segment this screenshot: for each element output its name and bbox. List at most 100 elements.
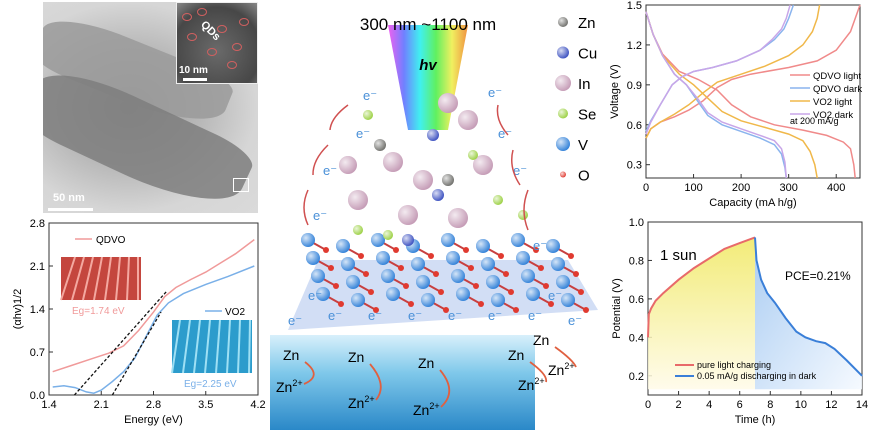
electron-label: e⁻ xyxy=(568,313,582,328)
o-atom xyxy=(578,289,584,295)
vo2-nanowire xyxy=(171,319,181,374)
discharge-curve xyxy=(645,11,818,179)
o-atom xyxy=(398,265,404,271)
qds-label: QDs xyxy=(198,18,223,44)
atom-highlight xyxy=(558,108,568,119)
y-tick-label: 1.2 xyxy=(627,40,642,52)
y-tick-label: 0.3 xyxy=(627,160,642,172)
electron-transfer-arrow xyxy=(303,189,309,226)
electron-label: e⁻ xyxy=(356,126,370,141)
legend-zn-label: Zn xyxy=(578,15,596,32)
electrolyte xyxy=(270,335,535,430)
atom-highlight xyxy=(516,251,530,265)
y-tick-label: 0.0 xyxy=(30,390,45,402)
y-tick-label: 2.1 xyxy=(30,261,45,273)
zn-label: Zn xyxy=(348,349,364,365)
electron-label: e⁻ xyxy=(488,85,502,100)
o-atom xyxy=(463,247,469,253)
y-tick-label: 0.6 xyxy=(629,294,644,306)
x-tick-label: 8 xyxy=(767,399,773,411)
o-atom xyxy=(393,247,399,253)
o-atom xyxy=(543,283,549,289)
atom-highlight xyxy=(441,233,455,247)
o-atom xyxy=(513,307,519,313)
atom-highlight xyxy=(353,225,363,235)
y-tick-label: 0.6 xyxy=(627,120,642,132)
zn-ion-charge: 2+ xyxy=(534,376,544,386)
atom-highlight xyxy=(346,275,360,289)
vo2-nanowire xyxy=(193,319,201,374)
y-axis-label: Potential (V) xyxy=(611,278,623,339)
atom-highlight xyxy=(476,239,490,253)
atom-highlight xyxy=(555,75,571,91)
qdvo-nanowire xyxy=(60,256,76,301)
x-tick-label: 2 xyxy=(676,399,682,411)
o-atom xyxy=(573,271,579,277)
vo2-nanowire xyxy=(248,319,251,374)
rate-annotation: at 200 mA/g xyxy=(790,116,839,126)
o-atom xyxy=(548,301,554,307)
charge-curve xyxy=(645,4,791,135)
pce-annotation: PCE=0.21% xyxy=(785,269,851,283)
atom-highlight xyxy=(560,171,566,178)
electron-transfer-arrow xyxy=(523,189,529,231)
electron-label: e⁻ xyxy=(323,163,337,178)
o-atom xyxy=(323,247,329,253)
tem-image: QDs 10 nm 50 nm xyxy=(43,2,258,213)
o-atom xyxy=(568,253,574,259)
redox-arrow xyxy=(554,346,577,368)
atom-highlight xyxy=(341,257,355,271)
atom-highlight xyxy=(311,269,325,283)
atom-highlight xyxy=(348,190,368,210)
legend-se-label: Se xyxy=(578,107,596,124)
electron-labels: e⁻ e⁻ e⁻ e⁻ e⁻ e⁻ e⁻ e⁻ e⁻ e⁻ e⁻ e⁻ e⁻ e⁻ e⁻ e⁻ e⁻ e⁻ xyxy=(288,85,582,328)
plot-frame xyxy=(645,4,861,179)
atom-highlight xyxy=(376,251,390,265)
x-tick-label: 200 xyxy=(732,182,750,194)
atom-highlight xyxy=(446,251,460,265)
atom-highlight xyxy=(339,156,357,174)
legend-in-label: In xyxy=(578,76,591,93)
atom-highlight xyxy=(556,137,570,151)
atom-highlight xyxy=(451,269,465,283)
x-tick-label: 0 xyxy=(645,399,651,411)
discharging-curve xyxy=(754,237,863,377)
o-atom xyxy=(433,271,439,277)
wavelength-label: 300 nm ~1100 nm xyxy=(360,15,496,34)
electron-label: e⁻ xyxy=(513,163,527,178)
atom-highlight xyxy=(398,205,418,225)
x-axis-label: Time (h) xyxy=(735,414,776,426)
atom-highlight xyxy=(432,189,444,201)
x-tick-label: 2.8 xyxy=(146,399,161,411)
vo2-nanowire xyxy=(204,319,211,374)
zn-ion-charge: 2+ xyxy=(564,361,574,371)
o-atom xyxy=(438,289,444,295)
y-tick-label: 1.5 xyxy=(627,0,642,12)
atom-highlight xyxy=(558,17,568,27)
atom-highlight xyxy=(511,233,525,247)
atom-highlight xyxy=(546,239,560,253)
zn-ion-charge: 2+ xyxy=(292,378,302,388)
redox-arrow xyxy=(369,363,382,401)
electron-label: e⁻ xyxy=(363,88,377,103)
o-atom xyxy=(468,265,474,271)
o-atom xyxy=(498,253,504,259)
inset-scale-label: 10 nm xyxy=(179,65,208,76)
y-tick-label: 0.4 xyxy=(629,332,644,344)
o-atom xyxy=(538,265,544,271)
legend-label: VO2 light xyxy=(813,97,852,108)
atom-highlight xyxy=(383,230,393,240)
photon-label: hv xyxy=(419,57,438,74)
atom-highlight xyxy=(306,251,320,265)
vo2-nanowire xyxy=(182,319,191,374)
x-axis-label: Energy (eV) xyxy=(124,414,183,426)
eg-qdvo-label: Eg=1.74 eV xyxy=(72,306,125,317)
atom-highlight xyxy=(411,257,425,271)
y-tick-label: 0.8 xyxy=(629,255,644,267)
o-atom xyxy=(363,271,369,277)
electron-label: e⁻ xyxy=(308,288,322,303)
electron-label: e⁻ xyxy=(328,308,342,323)
legend-label: QDVO light xyxy=(813,71,861,82)
atom-highlight xyxy=(301,233,315,247)
qdvo-nanowire xyxy=(93,256,103,301)
